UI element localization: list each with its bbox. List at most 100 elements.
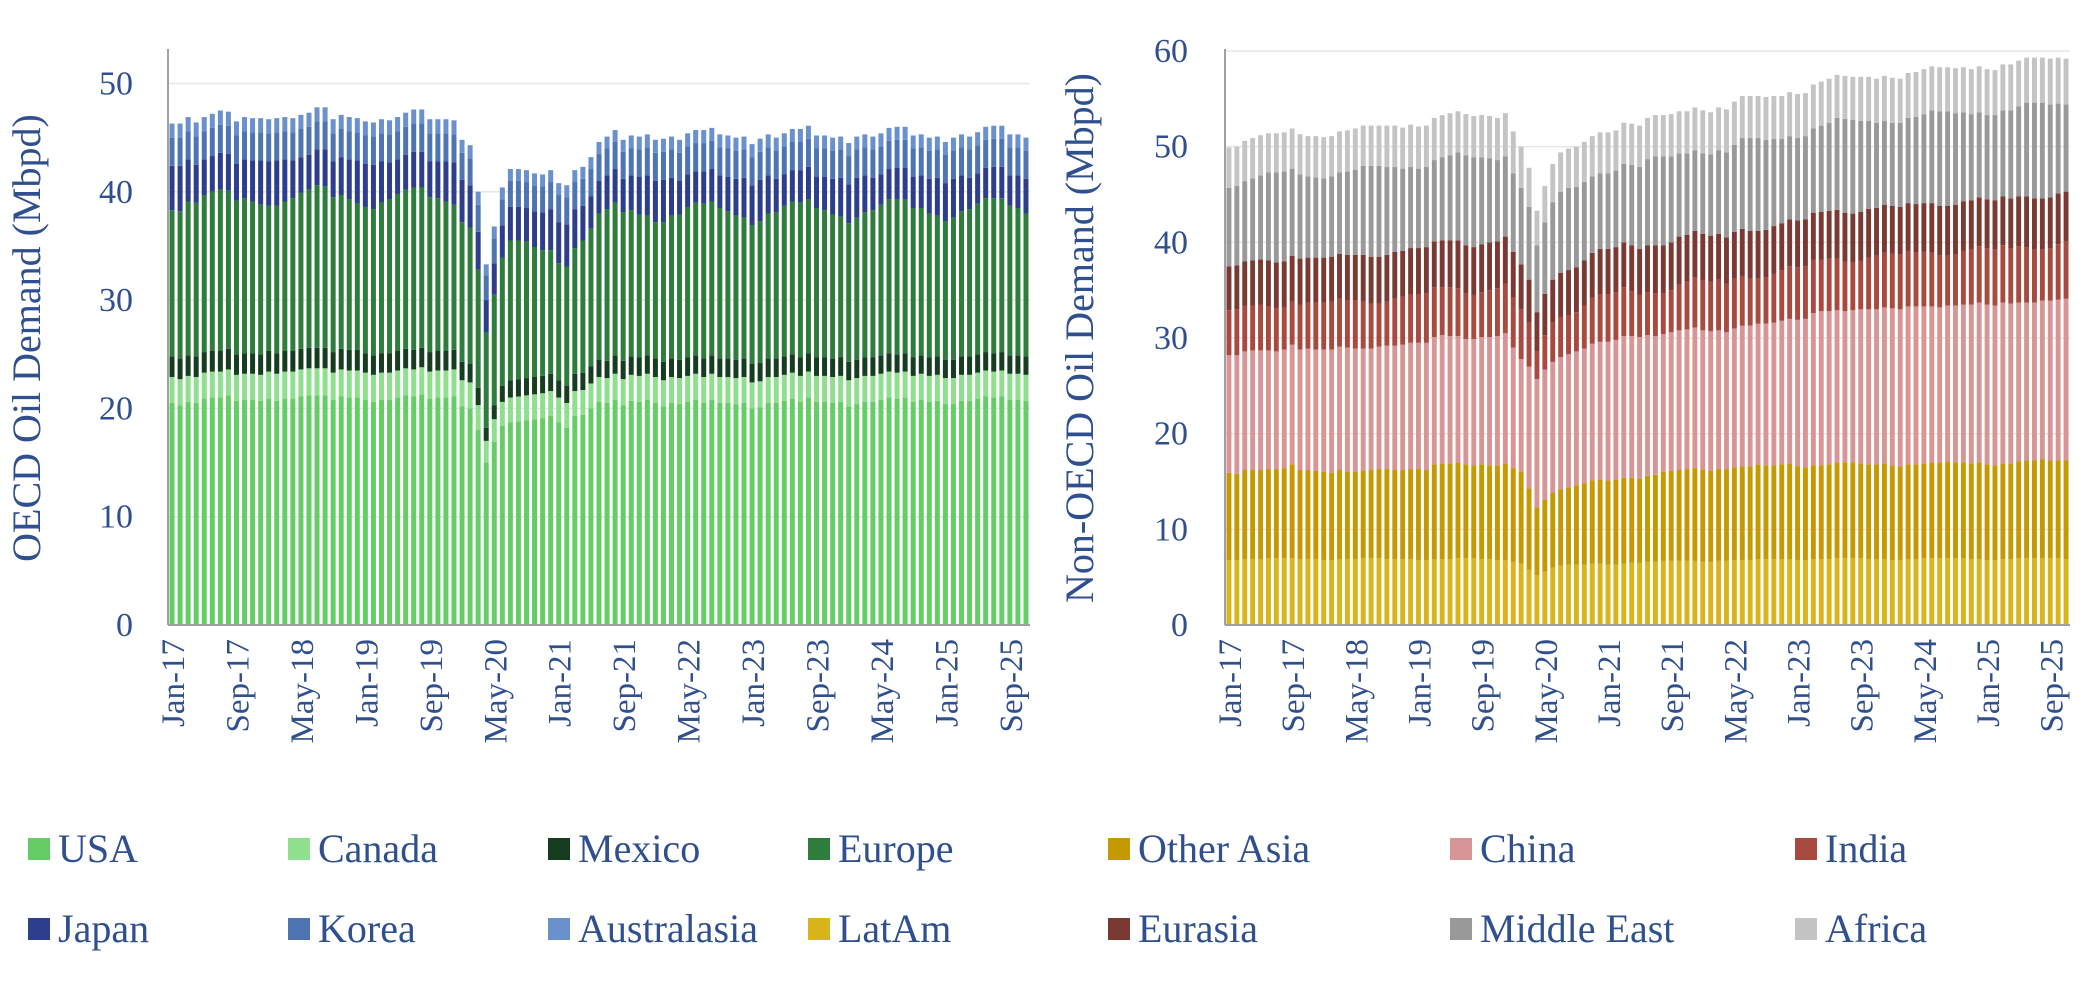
bar-segment-china bbox=[1581, 348, 1587, 484]
bar-segment-eurasia bbox=[2008, 198, 2014, 249]
bar-segment-japan bbox=[250, 160, 256, 202]
bar-segment-china bbox=[1771, 322, 1777, 466]
bar-segment-canada bbox=[620, 379, 626, 406]
bar-segment-africa bbox=[1510, 131, 1516, 174]
bar-segment-australasia bbox=[709, 127, 715, 141]
bar-segment-middle-east bbox=[2047, 104, 2053, 198]
bar-segment-india bbox=[1368, 303, 1374, 349]
bar-segment-latam bbox=[1676, 560, 1682, 625]
bar-segment-japan bbox=[411, 151, 417, 188]
bar-segment-usa bbox=[652, 402, 658, 625]
bar-segment-canada bbox=[290, 371, 296, 399]
bar-segment-other-asia bbox=[1708, 470, 1714, 562]
bar-segment-india bbox=[1534, 351, 1540, 380]
bar-segment-korea bbox=[177, 137, 183, 166]
bar-segment-usa bbox=[596, 401, 602, 625]
bar-segment-europe bbox=[266, 205, 272, 351]
bar-segment-usa bbox=[959, 400, 965, 625]
bar-segment-europe bbox=[765, 213, 771, 359]
bar-segment-india bbox=[1431, 287, 1437, 338]
bar-segment-europe bbox=[709, 201, 715, 356]
bar-segment-korea bbox=[854, 149, 860, 178]
bar-segment-other-asia bbox=[2032, 460, 2037, 559]
bar-segment-mexico bbox=[822, 357, 828, 376]
bar-segment-other-asia bbox=[1960, 462, 1966, 559]
bar-segment-middle-east bbox=[2024, 102, 2030, 197]
bar-segment-latam bbox=[2000, 558, 2006, 625]
bar-segment-australasia bbox=[290, 118, 296, 133]
bar-segment-india bbox=[1850, 262, 1856, 311]
bar-segment-canada bbox=[773, 376, 779, 403]
bar-segment-latam bbox=[1258, 558, 1263, 625]
bar-segment-middle-east bbox=[1384, 166, 1390, 255]
bar-segment-eurasia bbox=[1716, 233, 1722, 280]
bar-segment-africa bbox=[1234, 146, 1240, 186]
bar-segment-other-asia bbox=[1337, 470, 1342, 559]
bar-segment-eurasia bbox=[1976, 197, 1982, 247]
bar-segment-eurasia bbox=[1629, 245, 1635, 292]
bar-segment-latam bbox=[1360, 558, 1366, 625]
bar-segment-mexico bbox=[749, 363, 755, 383]
bar-segment-canada bbox=[169, 376, 175, 403]
bar-segment-europe bbox=[733, 215, 739, 360]
bar-segment-europe bbox=[225, 190, 231, 349]
bar-segment-eurasia bbox=[1818, 211, 1824, 260]
bar-segment-mexico bbox=[789, 354, 795, 373]
bar-segment-africa bbox=[1242, 140, 1248, 182]
bar-segment-other-asia bbox=[1763, 465, 1769, 559]
x-tick-label: Jan-25 bbox=[929, 639, 965, 727]
bar-segment-middle-east bbox=[2063, 104, 2069, 192]
bar-segment-usa bbox=[878, 399, 884, 625]
bar-segment-japan bbox=[548, 209, 554, 251]
bar-segment-latam bbox=[1431, 558, 1437, 625]
bar-segment-usa bbox=[717, 402, 723, 625]
bar-segment-canada bbox=[580, 389, 586, 415]
bar-segment-europe bbox=[362, 206, 368, 354]
bar-segment-mexico bbox=[870, 357, 876, 376]
bar-segment-africa bbox=[1866, 76, 1872, 121]
bar-segment-africa bbox=[1581, 141, 1587, 183]
bar-segment-australasia bbox=[338, 114, 344, 129]
bar-segment-canada bbox=[427, 371, 433, 399]
bar-segment-mexico bbox=[628, 356, 634, 375]
bar-segment-mexico bbox=[950, 359, 956, 379]
bar-segment-canada bbox=[789, 372, 795, 399]
bar-segment-korea bbox=[636, 149, 642, 177]
bar-segment-middle-east bbox=[1281, 171, 1287, 262]
bar-segment-canada bbox=[258, 374, 264, 401]
bar-segment-china bbox=[1265, 350, 1271, 470]
bar-segment-middle-east bbox=[1842, 118, 1848, 213]
bar-segment-australasia bbox=[346, 117, 352, 132]
bar-segment-eurasia bbox=[1463, 245, 1469, 294]
bar-segment-africa bbox=[2063, 58, 2069, 105]
bar-segment-eurasia bbox=[1889, 205, 1895, 254]
bar-segment-mexico bbox=[378, 353, 384, 373]
bar-segment-europe bbox=[258, 204, 264, 355]
bar-segment-india bbox=[1763, 277, 1769, 324]
bar-segment-latam bbox=[1826, 558, 1832, 625]
bar-segment-europe bbox=[741, 217, 747, 359]
bar-segment-korea bbox=[556, 195, 562, 223]
bar-segment-india bbox=[1542, 335, 1548, 370]
bar-segment-canada bbox=[217, 371, 223, 398]
bar-segment-middle-east bbox=[1953, 113, 1958, 206]
bar-segment-eurasia bbox=[1937, 205, 1943, 256]
bar-segment-mexico bbox=[975, 354, 981, 373]
bar-segment-latam bbox=[1921, 558, 1927, 625]
bar-segment-mexico bbox=[491, 405, 497, 420]
bar-segment-usa bbox=[403, 395, 409, 625]
bar-segment-india bbox=[1731, 278, 1737, 329]
bar-segment-other-asia bbox=[1518, 471, 1524, 564]
bar-segment-mexico bbox=[757, 362, 763, 382]
bar-segment-japan bbox=[306, 154, 312, 190]
bar-segment-europe bbox=[395, 193, 401, 351]
bar-segment-japan bbox=[693, 171, 699, 203]
x-tick-label: Jan-19 bbox=[1402, 639, 1438, 727]
bar-segment-europe bbox=[451, 204, 457, 350]
bar-segment-usa bbox=[427, 398, 433, 625]
bar-segment-middle-east bbox=[1573, 186, 1579, 268]
bar-segment-mexico bbox=[886, 353, 892, 372]
bar-segment-middle-east bbox=[1771, 139, 1777, 227]
bar-segment-other-asia bbox=[1716, 469, 1722, 561]
bar-segment-korea bbox=[749, 157, 755, 186]
